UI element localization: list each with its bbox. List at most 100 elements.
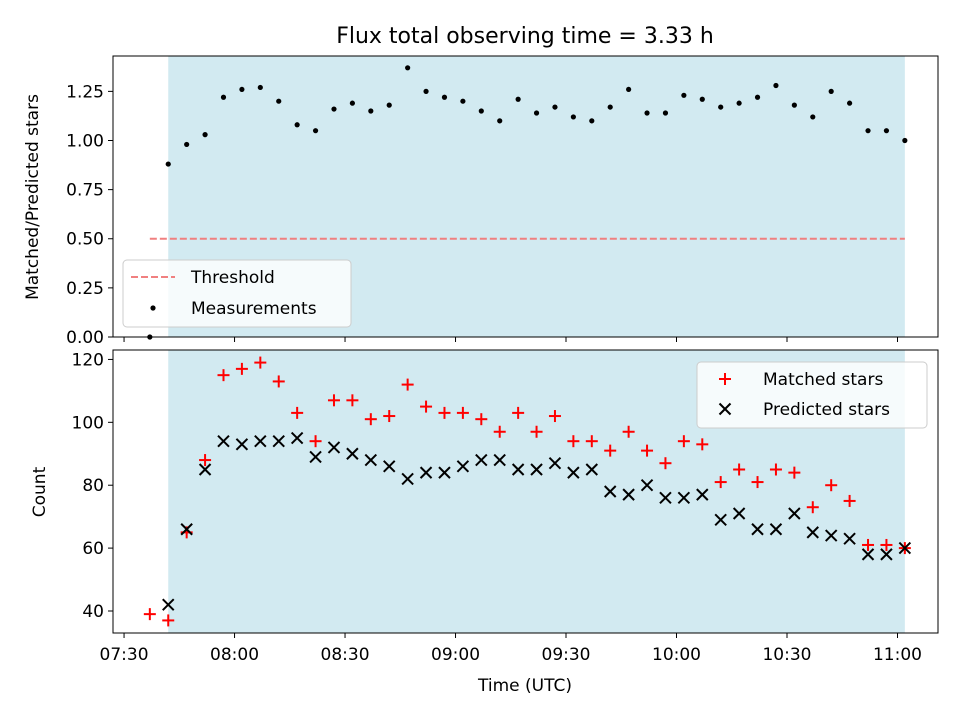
predicted-star-point [659, 491, 672, 504]
predicted-star-point [475, 453, 488, 467]
measurement-point [441, 94, 448, 100]
measurement-point [312, 128, 319, 134]
measurement-point [294, 122, 300, 128]
predicted-star-point [530, 463, 543, 476]
count-panel: 40 60 80 100 120 07:30 08:00 08:30 09:00 09:30 10… [30, 349, 939, 696]
predicted-stars-legend-label: Predicted stars [763, 400, 890, 420]
matched-star-point [364, 413, 377, 426]
predicted-stars-legend-swatch [718, 402, 732, 416]
predicted-star-point [383, 460, 396, 473]
count-y-tick-label: 60 [82, 539, 104, 559]
matched-star-point [475, 413, 488, 426]
measurement-point [478, 108, 484, 114]
ratio-y-tick-label: 1.25 [66, 82, 104, 102]
measurements-legend-label: Measurements [191, 299, 317, 319]
matched-star-point [291, 406, 304, 419]
measurement-point [533, 110, 540, 116]
ratio-y-axis: 0.00 0.25 0.50 0.75 1.00 1.25 [66, 82, 113, 348]
measurement-point [810, 114, 816, 120]
measurement-point [570, 114, 576, 120]
predicted-star-point [511, 463, 525, 476]
matched-star-point [677, 435, 690, 448]
predicted-star-point [769, 523, 783, 536]
measurement-point [423, 88, 429, 94]
predicted-star-point [898, 541, 912, 555]
measurement-point [699, 96, 705, 102]
measurement-point [662, 110, 669, 116]
count-plot-frame [112, 349, 939, 634]
predicted-star-point [456, 460, 470, 473]
matched-stars-legend-swatch [719, 373, 731, 385]
measurement-point [865, 128, 871, 134]
measurement-point [754, 94, 761, 100]
predicted-star-point [806, 526, 819, 539]
predicted-star-point [180, 523, 193, 536]
matched-star-point [604, 444, 617, 457]
matched-star-point [346, 394, 359, 407]
matched-star-point [456, 406, 469, 419]
matched-star-point [199, 454, 212, 467]
predicted-star-point [604, 485, 617, 498]
ratio-plot-frame [112, 55, 939, 338]
predicted-star-point [751, 523, 764, 536]
predicted-star-point [640, 479, 654, 492]
x-tick-label: 09:30 [542, 645, 591, 665]
predicted-star-point [254, 434, 267, 448]
measurement-points [147, 65, 908, 340]
matched-star-point [769, 463, 782, 476]
predicted-star-point [880, 548, 893, 561]
measurement-point [902, 137, 908, 144]
ratio-y-tick-label: 0.75 [66, 181, 104, 201]
matched-star-point [162, 614, 175, 627]
measurement-point [791, 102, 797, 108]
count-legend-box [696, 361, 928, 429]
count-y-tick-label: 120 [72, 350, 104, 370]
measurement-point [552, 104, 558, 110]
matched-stars-legend-label: Matched stars [763, 370, 883, 390]
matched-star-point [327, 394, 340, 407]
predicted-star-point [788, 507, 801, 520]
matched-star-point [401, 378, 414, 391]
predicted-star-point [217, 434, 230, 448]
measurement-point [257, 84, 263, 91]
measurement-point [368, 108, 374, 114]
matched-star-point [751, 476, 764, 489]
measurement-point [773, 82, 779, 89]
measurements-legend-swatch [150, 305, 156, 311]
ratio-y-tick-label: 0.25 [66, 279, 104, 299]
matched-star-point [530, 425, 543, 438]
matched-star-point [383, 410, 396, 423]
ratio-y-tick-label: 1.00 [66, 131, 104, 151]
measurement-point [828, 88, 834, 94]
measurement-point [184, 141, 190, 148]
matched-star-point [806, 501, 819, 514]
matched-star-point [825, 479, 838, 492]
x-axis-label: Time (UTC) [477, 676, 572, 696]
predicted-star-point [677, 491, 691, 504]
matched-star-point [217, 369, 230, 382]
matched-star-point [696, 438, 709, 451]
predicted-star-point [493, 453, 506, 467]
predicted-star-point [309, 450, 322, 464]
ratio-y-tick-label: 0.50 [66, 230, 104, 250]
matched-star-point [309, 435, 322, 448]
x-tick-label: 07:30 [100, 645, 149, 665]
matched-star-point [254, 356, 267, 369]
matched-star-point [622, 425, 635, 438]
predicted-star-point [272, 434, 285, 448]
measurement-point [515, 96, 521, 102]
measurement-point [644, 110, 650, 116]
predicted-stars-points [162, 431, 912, 611]
x-tick-label: 08:30 [321, 645, 370, 665]
predicted-star-point [198, 463, 212, 476]
predicted-star-point [419, 466, 433, 479]
matched-star-point [420, 400, 433, 413]
measurement-point [202, 132, 208, 138]
measurement-point [607, 104, 613, 110]
matched-stars-points [143, 356, 911, 627]
count-y-tick-label: 80 [82, 476, 104, 496]
measurement-point [239, 86, 245, 93]
count-y-tick-label: 40 [82, 602, 104, 622]
matched-star-point [143, 608, 156, 621]
